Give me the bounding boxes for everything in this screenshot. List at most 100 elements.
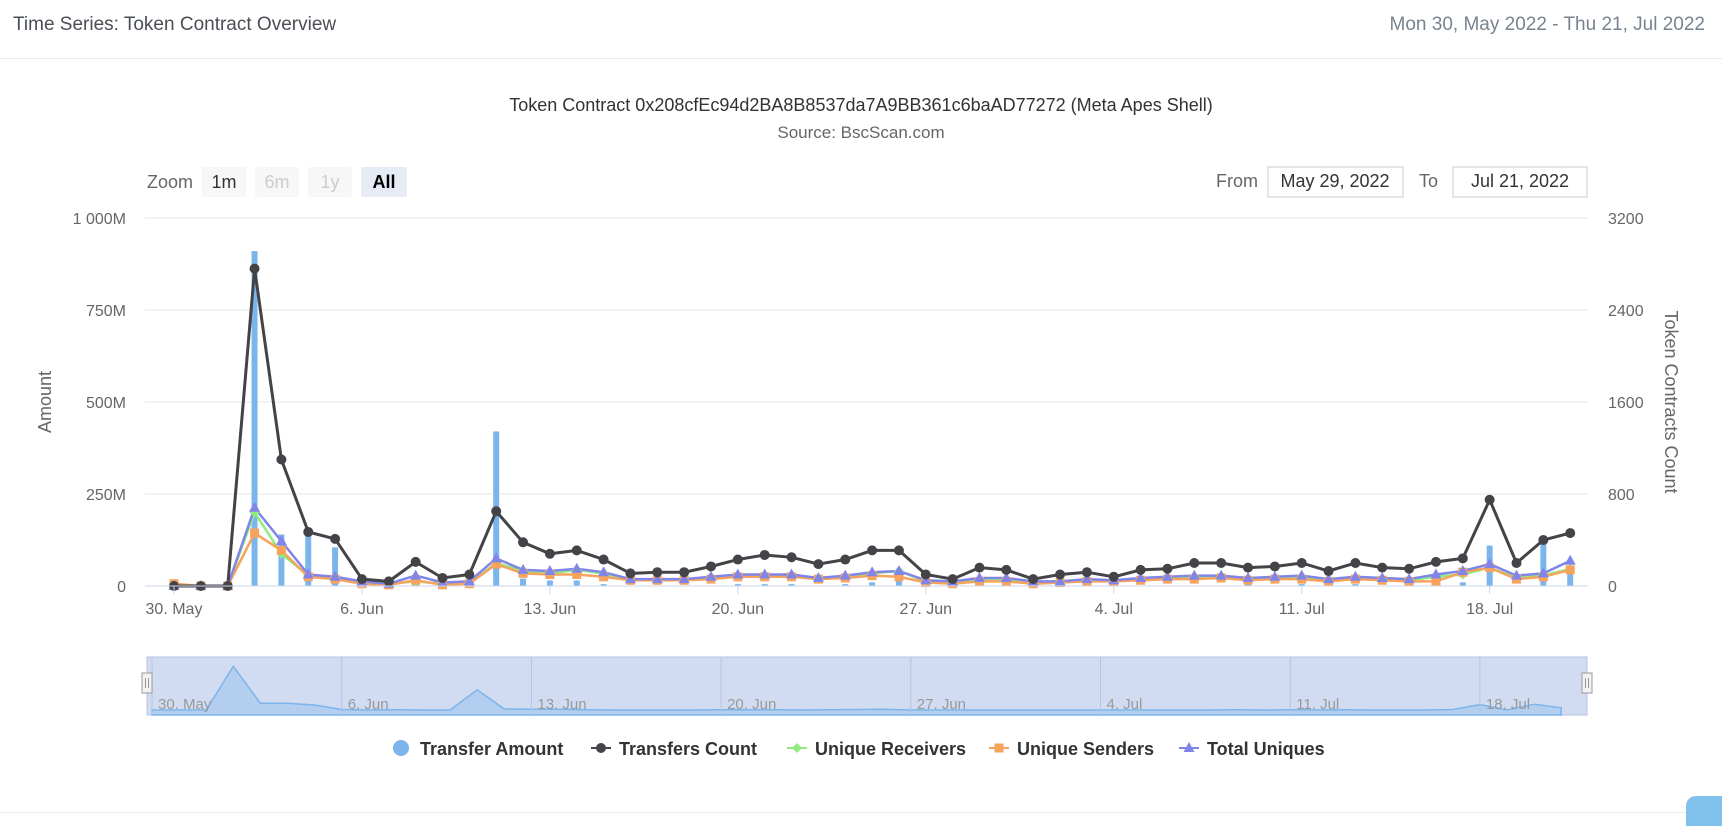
navigator-right-handle[interactable] bbox=[1581, 672, 1593, 694]
transfers-count-point bbox=[1243, 562, 1253, 573]
total-uniques-point bbox=[974, 571, 985, 582]
zoom-label: Zoom bbox=[147, 172, 193, 192]
zoom-button-1y: 1y bbox=[308, 167, 352, 197]
transfer-amount-bar bbox=[734, 584, 741, 586]
transfers-count-point bbox=[598, 554, 609, 565]
transfer-amount-bar bbox=[278, 534, 285, 586]
unique-senders-point bbox=[276, 545, 286, 555]
total-uniques-point bbox=[678, 573, 690, 584]
transfer-amount-bar bbox=[332, 547, 339, 586]
unique-senders-point bbox=[491, 559, 501, 569]
x-axis: 30. May 6. Jun 13. Jun 20. Jun 27. Jun 4. Jul… bbox=[145, 585, 1588, 618]
y-right-tick-label: 2400 bbox=[1608, 303, 1644, 320]
transfers-count-point bbox=[330, 533, 341, 544]
navigator-left-handle[interactable] bbox=[141, 672, 153, 694]
transfers-count-point bbox=[625, 568, 636, 579]
total-uniques-point bbox=[1000, 571, 1012, 582]
header-date-range: Mon 30, May 2022 - Thu 21, Jul 2022 bbox=[1389, 14, 1705, 35]
zoom-button-all[interactable]: All bbox=[361, 167, 407, 197]
legend-item-unique-senders[interactable]: Unique Senders bbox=[989, 739, 1154, 759]
zoom-button-6m-label: 6m bbox=[264, 172, 289, 192]
total-uniques-point bbox=[1135, 571, 1147, 582]
transfer-amount-bar bbox=[1298, 584, 1305, 586]
total-uniques-point bbox=[786, 568, 798, 579]
transfer-amount-bar bbox=[1567, 569, 1574, 586]
to-date-value: Jul 21, 2022 bbox=[1471, 171, 1569, 191]
zoom-button-1m[interactable]: 1m bbox=[202, 167, 246, 197]
x-axis-tick-label: 30. May bbox=[146, 601, 203, 618]
total-uniques-point bbox=[1564, 554, 1576, 565]
to-label: To bbox=[1419, 171, 1438, 191]
legend-symbol bbox=[994, 743, 1004, 753]
transfers-count-point bbox=[571, 545, 582, 556]
from-date-input[interactable]: May 29, 2022 bbox=[1267, 166, 1404, 198]
transfers-count-point bbox=[920, 569, 931, 580]
navigator[interactable]: 30. May 6. Jun 13. Jun 20. Jun 27. Jun 4. Jul… bbox=[141, 656, 1593, 716]
total-uniques-point bbox=[839, 569, 851, 580]
legend-item-total-uniques[interactable]: Total Uniques bbox=[1179, 739, 1325, 759]
transfers-count-point bbox=[867, 545, 878, 556]
total-uniques-point bbox=[1511, 569, 1522, 580]
y-axis-left-label: Amount bbox=[35, 371, 55, 433]
total-uniques-point bbox=[1215, 569, 1227, 580]
y-axis-right-label: Token Contracts Count bbox=[1661, 310, 1681, 493]
transfers-count-point bbox=[276, 454, 287, 465]
transfers-count-point bbox=[1028, 574, 1039, 585]
transfers-count-point bbox=[544, 548, 555, 559]
legend-item-transfers-count[interactable]: Transfers Count bbox=[591, 739, 757, 759]
transfers-count-point bbox=[947, 574, 958, 585]
legend-item-unique-receivers[interactable]: Unique Receivers bbox=[787, 739, 966, 759]
transfer-amount-bar bbox=[520, 578, 527, 586]
to-date-input[interactable]: Jul 21, 2022 bbox=[1452, 166, 1588, 198]
total-uniques-point bbox=[1349, 570, 1361, 581]
y-right-tick-label: 0 bbox=[1608, 579, 1617, 596]
total-uniques-point bbox=[705, 570, 717, 581]
total-uniques-point bbox=[732, 568, 744, 579]
transfers-count-point bbox=[1350, 558, 1361, 568]
unique-receivers-point bbox=[249, 507, 260, 518]
y-left-tick-label: 750M bbox=[86, 303, 126, 320]
transfers-count-point bbox=[679, 567, 690, 578]
transfers-count-point bbox=[732, 554, 743, 565]
transfers-count-point bbox=[1430, 556, 1441, 567]
transfers-count-point bbox=[759, 549, 770, 560]
total-uniques-point bbox=[1081, 573, 1093, 584]
transfers-count-point bbox=[1323, 566, 1334, 577]
total-uniques-point bbox=[1430, 568, 1442, 579]
from-label: From bbox=[1216, 171, 1258, 191]
transfer-amount-bar bbox=[251, 251, 258, 586]
total-uniques-point bbox=[893, 565, 905, 576]
transfers-count-markers bbox=[169, 263, 1576, 591]
navigator-series bbox=[151, 664, 1562, 716]
total-uniques-point bbox=[463, 575, 475, 586]
legend-symbol bbox=[393, 740, 409, 756]
legend-symbol bbox=[1183, 742, 1195, 752]
series-lines bbox=[173, 268, 1571, 588]
zoom-button-6m: 6m bbox=[255, 167, 299, 197]
transfers-count-point bbox=[974, 562, 985, 573]
total-uniques-point bbox=[544, 565, 556, 576]
total-uniques-point bbox=[275, 535, 287, 546]
total-uniques-point bbox=[651, 573, 663, 584]
gridlines bbox=[145, 217, 1588, 587]
transfer-amount-bar bbox=[1245, 584, 1251, 586]
legend-item-transfer-amount[interactable]: Transfer Amount bbox=[393, 739, 563, 759]
total-uniques-point bbox=[329, 570, 341, 581]
transfer-amount-bar bbox=[788, 584, 795, 586]
total-uniques-point bbox=[812, 571, 824, 582]
y-left-tick-label: 0 bbox=[117, 579, 126, 596]
transfers-count-point bbox=[518, 537, 529, 548]
total-uniques-point bbox=[571, 562, 583, 573]
transfers-count-point bbox=[1269, 561, 1280, 572]
total-uniques-point bbox=[1161, 570, 1173, 581]
transfers-count-point bbox=[652, 567, 663, 578]
total-uniques-point bbox=[1188, 569, 1200, 580]
transfers-count-point bbox=[249, 263, 260, 274]
total-uniques-point bbox=[517, 563, 529, 574]
transfers-count-point bbox=[356, 574, 367, 585]
legend-symbol bbox=[596, 743, 606, 753]
transfers-count-point bbox=[1404, 563, 1415, 574]
page-title: Time Series: Token Contract Overview bbox=[13, 14, 337, 35]
total-uniques-point bbox=[1537, 567, 1549, 578]
